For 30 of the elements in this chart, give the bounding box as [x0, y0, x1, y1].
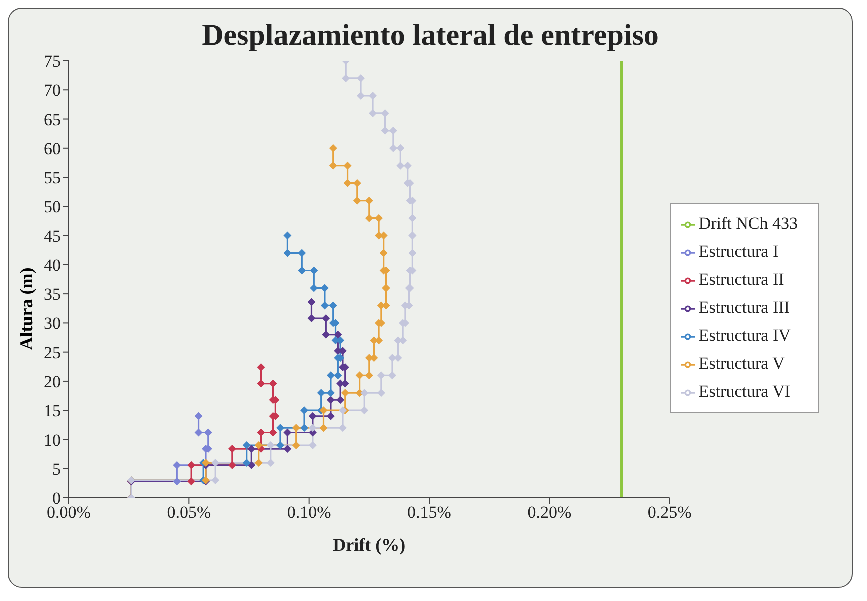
legend-label: Estructura II — [698, 270, 784, 289]
legend-label: Estructura I — [698, 242, 779, 261]
y-tick-label: 65 — [44, 110, 61, 130]
y-tick-label: 35 — [44, 285, 61, 304]
legend-label: Estructura III — [698, 298, 790, 317]
y-tick-label: 70 — [44, 81, 61, 100]
y-tick-label: 50 — [44, 198, 61, 217]
chart-title: Desplazamiento lateral de entrepiso — [201, 18, 660, 53]
y-tick-label: 75 — [44, 52, 61, 72]
y-tick-label: 10 — [44, 430, 61, 450]
y-tick-label: 15 — [44, 402, 61, 421]
y-tick-label: 60 — [44, 139, 61, 158]
y-axis-title: Altura (m) — [16, 268, 38, 350]
x-tick-label: 0.25% — [648, 503, 692, 522]
x-tick-label: 0.10% — [287, 503, 332, 522]
x-tick-label: 0.20% — [528, 503, 572, 522]
y-tick-label: 25 — [44, 343, 61, 362]
y-tick-label: 45 — [44, 226, 61, 246]
x-tick-label: 0.15% — [408, 503, 452, 522]
y-tick-label: 30 — [44, 314, 61, 334]
x-axis-title: Drift (%) — [333, 535, 406, 555]
y-tick-label: 5 — [52, 460, 61, 479]
legend-label: Estructura IV — [698, 326, 791, 345]
y-tick-label: 40 — [44, 256, 61, 275]
y-tick-label: 55 — [44, 168, 61, 188]
legend-label: Drift NCh 433 — [698, 214, 798, 233]
y-tick-label: 20 — [44, 372, 61, 392]
legend-label: Estructura VI — [698, 382, 791, 401]
legend-label: Estructura V — [698, 354, 785, 373]
x-tick-label: 0.05% — [167, 503, 212, 522]
